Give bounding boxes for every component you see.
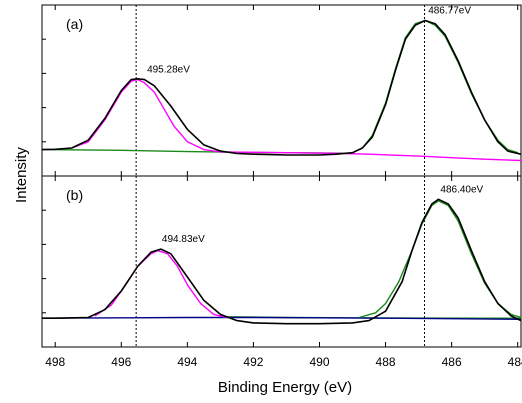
peak-label: 486.77eV xyxy=(428,6,471,17)
x-tick-label: 496 xyxy=(111,355,131,369)
x-axis: 498 496 494 492 490 488 486 484 xyxy=(45,355,522,369)
panel-frame xyxy=(41,175,522,348)
fit-peak-line xyxy=(71,78,221,153)
panel-b: (b) 494.83eV 486.40eV xyxy=(41,175,522,348)
x-tick-label: 490 xyxy=(309,355,329,369)
x-tick-label: 494 xyxy=(177,355,197,369)
background-line xyxy=(41,316,522,320)
panel-a: (a) 495.28eV 486.77eV xyxy=(41,4,522,177)
peak-label: 495.28eV xyxy=(147,65,190,76)
y-axis-title: Intensity xyxy=(13,147,30,203)
peak-label: 494.83eV xyxy=(162,234,205,245)
x-tick-label: 488 xyxy=(376,355,396,369)
measured-line xyxy=(41,19,522,156)
x-tick-label: 484 xyxy=(508,355,522,369)
x-tick-label: 492 xyxy=(243,355,263,369)
peak-label: 486.40eV xyxy=(440,184,483,195)
background-line xyxy=(220,151,522,162)
x-tick-label: 498 xyxy=(45,355,65,369)
panel-label: (b) xyxy=(66,187,83,203)
measured-line xyxy=(42,198,522,325)
x-axis-title: Binding Energy (eV) xyxy=(218,379,352,396)
x-tick-label: 486 xyxy=(442,355,462,369)
panel-label: (a) xyxy=(66,16,83,32)
fit-peak-line xyxy=(94,249,228,319)
